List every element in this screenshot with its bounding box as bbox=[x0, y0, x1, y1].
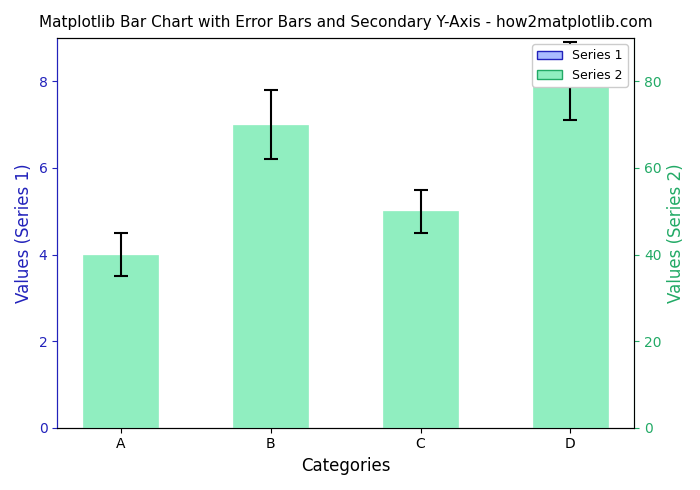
Bar bbox=[233, 124, 308, 428]
Title: Matplotlib Bar Chart with Error Bars and Secondary Y-Axis - how2matplotlib.com: Matplotlib Bar Chart with Error Bars and… bbox=[38, 15, 652, 30]
Bar bbox=[383, 211, 458, 428]
Legend: Series 1, Series 2: Series 1, Series 2 bbox=[532, 45, 628, 87]
Y-axis label: Values (Series 1): Values (Series 1) bbox=[15, 163, 33, 303]
X-axis label: Categories: Categories bbox=[301, 457, 391, 475]
Bar bbox=[83, 255, 158, 428]
Bar bbox=[533, 81, 608, 428]
Y-axis label: Values (Series 2): Values (Series 2) bbox=[667, 163, 685, 303]
